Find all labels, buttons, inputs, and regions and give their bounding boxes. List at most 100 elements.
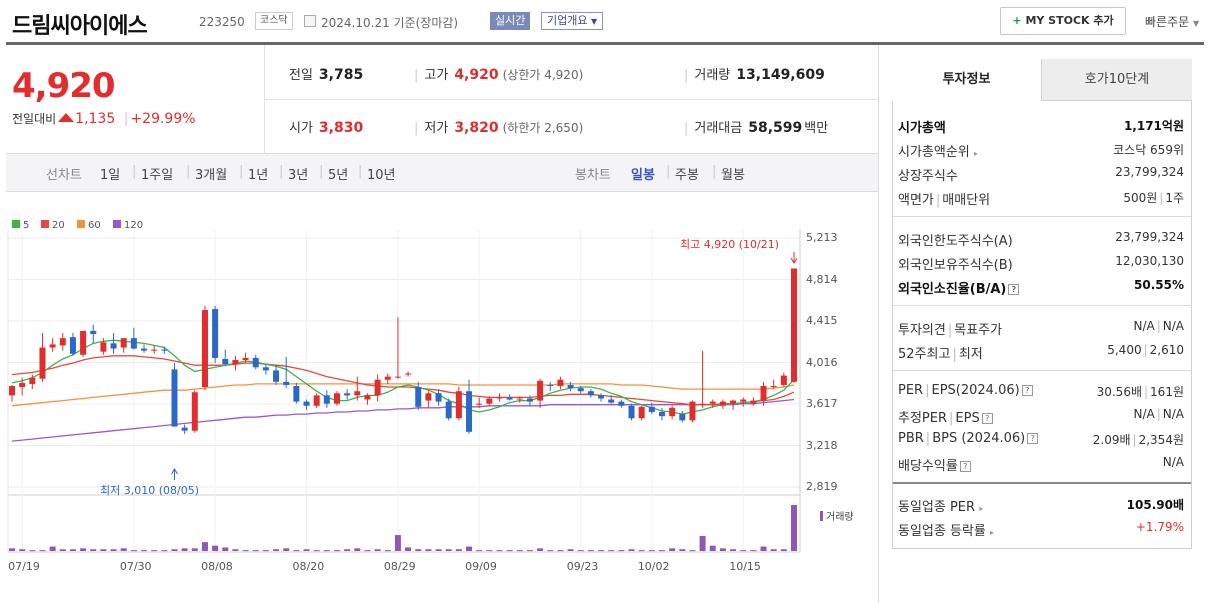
company-overview-button[interactable]: 기업개요 ▼: [541, 12, 604, 30]
volume-bar: [730, 549, 737, 551]
legend-ma-5: 5: [12, 220, 29, 231]
candle-body: [262, 367, 269, 371]
calendar-icon: [304, 15, 316, 27]
stock-chart[interactable]: [0, 228, 878, 558]
x-tick-label: 08/29: [383, 560, 416, 573]
candle-body: [719, 401, 726, 406]
current-price: 4,920: [12, 66, 116, 106]
candle-body: [9, 386, 15, 396]
volume-bar: [19, 549, 26, 551]
sector-per-label: 동일업종 PER: [898, 500, 976, 515]
candle-body: [455, 391, 462, 419]
y-tick-label: 2,819: [806, 480, 838, 493]
ma20-line: [11, 355, 795, 406]
candle-body: [69, 337, 76, 354]
sector-rate-value: +1.79%: [1135, 520, 1184, 534]
divider: |: [949, 411, 954, 426]
candle-body: [39, 347, 46, 379]
stock-code: 223250: [199, 15, 245, 29]
wk52-high-label: 52주최고: [898, 347, 951, 362]
candle-body: [120, 338, 127, 348]
volume-bar: [537, 548, 544, 551]
volume-bar: [476, 550, 483, 552]
candle-body: [242, 357, 249, 361]
volume-bar: [648, 550, 655, 552]
period-line-6[interactable]: 10년: [367, 168, 396, 183]
help-icon[interactable]: ?: [1021, 385, 1033, 396]
candle-body: [658, 412, 665, 417]
stat-value: 58,599: [748, 120, 803, 136]
est-per-eps-label: 추정PER | EPS?: [898, 407, 993, 426]
candle-body: [689, 401, 696, 421]
volume-bar: [709, 545, 716, 551]
period-candle-1[interactable]: 주봉: [675, 168, 699, 183]
period-line-4[interactable]: 3년: [288, 168, 309, 183]
volume-bar: [191, 548, 198, 551]
amount-unit: 백만: [804, 121, 829, 136]
sector-per-link[interactable]: 동일업종 PER ▸: [898, 496, 983, 515]
stat-volume: | 거래량 13,149,609: [684, 64, 825, 83]
divider: |: [1132, 433, 1137, 447]
candle-body: [181, 427, 188, 431]
quick-order-button[interactable]: 빠른주문 ▼: [1145, 13, 1199, 30]
period-line-5[interactable]: 5년: [328, 168, 349, 183]
candle-body: [110, 343, 117, 349]
candle-body: [547, 384, 554, 387]
market-cap-rank-link[interactable]: 시가총액순위 ▸: [898, 141, 978, 160]
candle-body: [364, 395, 371, 400]
foreign-rate-label-row: 외국인소진율(B/A)?: [898, 278, 1020, 297]
candle-body: [19, 382, 26, 388]
divider: |: [239, 164, 244, 179]
market-cap-rank-label: 시가총액순위: [898, 145, 970, 160]
candle-body: [750, 400, 757, 404]
par-value: 500원: [1123, 191, 1158, 205]
chevron-right-icon: ▸: [973, 149, 978, 158]
period-line-1[interactable]: 1주일: [141, 168, 174, 183]
est-eps-value: N/A: [1162, 407, 1184, 421]
help-icon[interactable]: ?: [1027, 433, 1039, 444]
divider: |: [952, 347, 957, 362]
dividend-label-row: 배당수익률?: [898, 455, 971, 474]
candle-body: [791, 268, 797, 382]
stat-value: 4,920: [454, 67, 499, 83]
volume-bar: [69, 549, 76, 551]
period-line-0[interactable]: 1일: [100, 168, 121, 183]
par-unit-value: 500원 | 1주: [1123, 189, 1184, 206]
divider: |: [925, 383, 930, 398]
date-suffix: 기준(장마감): [393, 16, 459, 30]
volume-bar: [9, 548, 15, 551]
help-icon[interactable]: ?: [1008, 284, 1020, 295]
shares-label: 상장주식수: [898, 169, 958, 184]
x-tick-label: 08/20: [292, 560, 325, 573]
period-candle-2[interactable]: 월봉: [721, 168, 745, 183]
add-mystock-button[interactable]: + MY STOCK 추가: [1000, 7, 1126, 35]
candle-body: [80, 330, 87, 355]
volume-bar: [506, 550, 513, 552]
pbr-value: 2.09배: [1092, 433, 1131, 447]
period-line-3[interactable]: 1년: [248, 168, 269, 183]
stat-label: 고가: [424, 68, 449, 83]
candle-body: [526, 398, 533, 402]
tab-order-book[interactable]: 호가10단계: [1042, 59, 1192, 101]
volume-bar: [455, 549, 462, 551]
stat-prev-close: 전일 3,785: [289, 64, 363, 83]
market-cap-rank-value: 코스닥 659위: [1113, 143, 1184, 157]
divider: [893, 370, 1191, 371]
candle-body: [425, 393, 432, 401]
period-candle-0[interactable]: 일봉: [631, 168, 655, 183]
candle-body: [557, 379, 564, 387]
tab-investment-info[interactable]: 투자정보: [892, 59, 1042, 101]
divider: |: [414, 121, 419, 136]
help-icon[interactable]: ?: [981, 413, 993, 424]
help-icon[interactable]: ?: [959, 461, 971, 472]
candle-body: [130, 338, 137, 349]
ma5-line: [11, 339, 795, 415]
realtime-button[interactable]: 실시간: [490, 12, 531, 30]
period-line-2[interactable]: 3개월: [195, 168, 228, 183]
pbr-bps-value: 2.09배 | 2,354원: [1093, 431, 1184, 448]
volume-bar: [526, 550, 533, 552]
candle-body: [537, 380, 544, 401]
candle-body: [384, 376, 391, 380]
sector-rate-link[interactable]: 동일업종 등락률 ▸: [898, 520, 994, 539]
candle-body: [598, 395, 605, 399]
